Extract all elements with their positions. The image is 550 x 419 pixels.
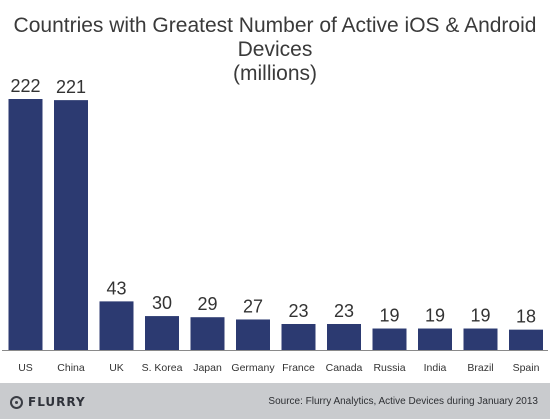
footer-bar: FLURRY Source: Flurry Analytics, Active …	[0, 383, 550, 419]
bar-india	[418, 328, 452, 350]
x-tick-label: France	[282, 362, 315, 374]
bar-brazil	[463, 328, 498, 350]
x-tick-label: S. Korea	[142, 362, 183, 374]
bar-spain	[509, 329, 543, 350]
x-tick-label: US	[18, 362, 33, 374]
chart-subtitle: (millions)	[233, 62, 317, 85]
x-tick-label: Japan	[193, 362, 222, 374]
bar-uk	[99, 301, 134, 350]
data-label: 30	[152, 293, 172, 313]
bar-chart: 222 US 221 China 43 UK 30 S. Korea 29 Japan 27 Germ…	[2, 76, 548, 374]
x-tick-label: Spain	[513, 362, 540, 374]
flurry-logo-text: FLURRY	[28, 395, 86, 409]
bar-france	[281, 323, 316, 350]
flurry-logo: FLURRY	[10, 395, 86, 409]
flurry-logo-icon	[10, 395, 23, 409]
x-tick-label: Canada	[326, 362, 363, 374]
x-tick-label: India	[424, 362, 447, 374]
source-note: Source: Flurry Analytics, Active Devices…	[268, 396, 538, 407]
data-label: 19	[379, 306, 399, 326]
x-tick-label: Germany	[231, 362, 275, 374]
bar-russia	[372, 328, 407, 350]
bar-japan	[190, 317, 225, 350]
x-tick-label: Russia	[373, 362, 405, 374]
bar-germany	[236, 319, 270, 350]
data-label: 222	[10, 76, 40, 96]
data-label: 27	[243, 296, 263, 316]
x-tick-label: UK	[109, 362, 124, 374]
data-label: 23	[288, 301, 308, 321]
data-label: 23	[334, 301, 354, 321]
x-tick-label: China	[57, 362, 85, 374]
data-label: 18	[516, 307, 536, 327]
bar-us	[8, 99, 43, 350]
bar-canada	[327, 323, 361, 350]
data-label: 19	[425, 306, 445, 326]
bar-china	[54, 100, 88, 350]
data-label: 221	[56, 77, 86, 97]
chart-title: Countries with Greatest Number of Active…	[13, 14, 537, 61]
data-label: 43	[106, 278, 126, 298]
data-label: 19	[470, 306, 490, 326]
bar-s-korea	[145, 316, 179, 350]
chart-title-block: Countries with Greatest Number of Active…	[0, 14, 550, 86]
data-label: 29	[197, 294, 217, 314]
x-tick-label: Brazil	[467, 362, 493, 374]
